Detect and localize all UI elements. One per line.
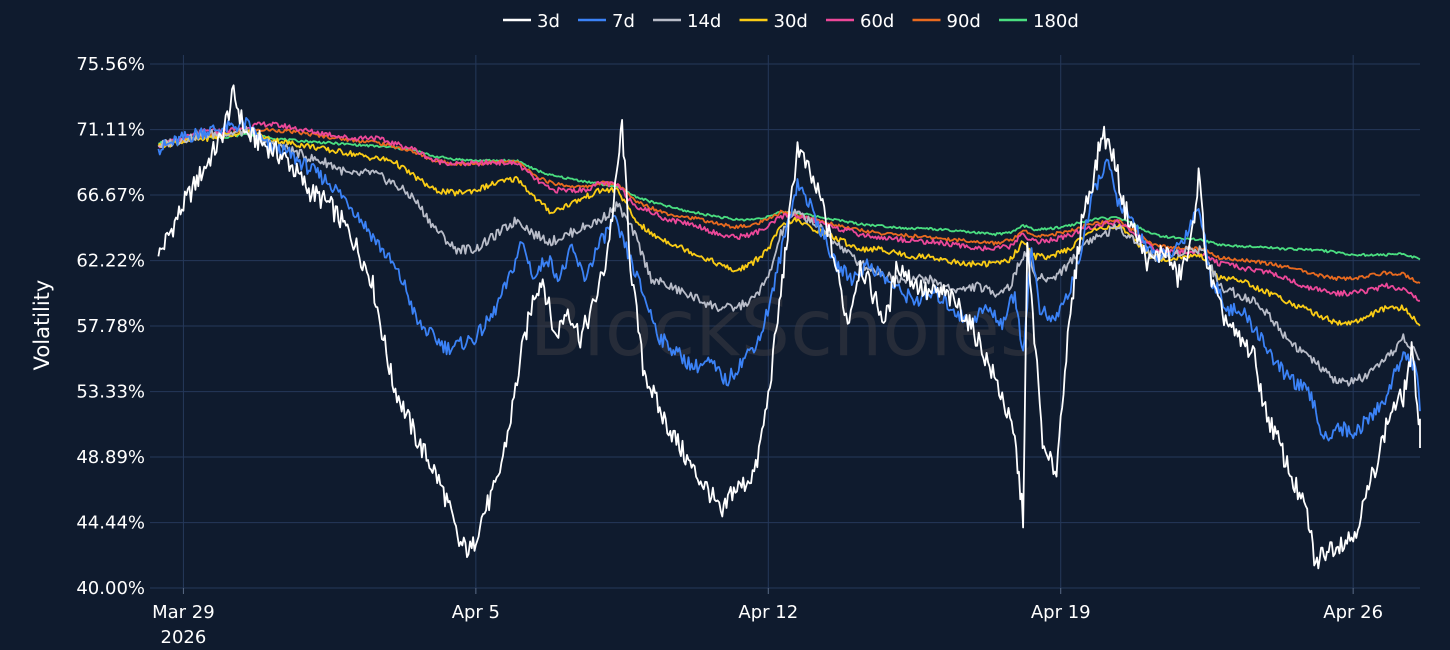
legend-label: 30d (774, 11, 808, 32)
legend-item-30d[interactable]: 30d (739, 11, 808, 32)
series-line-180d (157, 132, 1421, 261)
x-tick-sublabel: 2026 (161, 627, 207, 648)
legend-item-60d[interactable]: 60d (826, 11, 894, 32)
legend-item-14d[interactable]: 14d (653, 11, 721, 32)
y-tick-label: 40.00% (76, 578, 145, 599)
legend-label: 14d (687, 11, 721, 32)
y-axis: 40.00% 44.44% 48.89% 53.33% 57.78% 62.22% 66.6… (76, 54, 145, 599)
x-tick-label: Apr 26 (1323, 602, 1383, 623)
y-tick-label: 48.89% (76, 447, 145, 468)
legend-item-3d[interactable]: 3d (503, 11, 560, 32)
legend-label: 7d (612, 11, 635, 32)
legend-item-90d[interactable]: 90d (912, 11, 981, 32)
legend-item-7d[interactable]: 7d (578, 11, 635, 32)
series-line-3d (157, 84, 1421, 570)
x-tick-label: Mar 29 (152, 602, 215, 623)
y-tick-label: 71.11% (76, 120, 145, 141)
series-line-90d (157, 127, 1421, 284)
x-tick-label: Apr 5 (452, 602, 500, 623)
y-tick-label: 53.33% (76, 382, 145, 403)
legend-label: 180d (1033, 11, 1079, 32)
legend-label: 90d (947, 11, 981, 32)
y-tick-label: 62.22% (76, 251, 145, 272)
y-tick-label: 75.56% (76, 54, 145, 75)
y-axis-title: Volatility (30, 280, 54, 371)
y-tick-label: 44.44% (76, 513, 145, 534)
x-axis: Mar 29 2026 Apr 5 Apr 12 Apr 19 Apr 26 (152, 588, 1383, 648)
x-tick-label: Apr 19 (1031, 602, 1091, 623)
legend-label: 3d (537, 11, 560, 32)
legend[interactable]: 3d 7d 14d 30d 60d 90d 180d (503, 11, 1079, 32)
watermark-logo: BlockScholes (530, 284, 1041, 374)
y-tick-label: 57.78% (76, 316, 145, 337)
legend-label: 60d (860, 11, 894, 32)
series-lines (157, 84, 1421, 570)
series-line-60d (157, 121, 1421, 302)
x-tick-label: Apr 12 (738, 602, 798, 623)
y-tick-label: 66.67% (76, 185, 145, 206)
legend-item-180d[interactable]: 180d (999, 11, 1079, 32)
